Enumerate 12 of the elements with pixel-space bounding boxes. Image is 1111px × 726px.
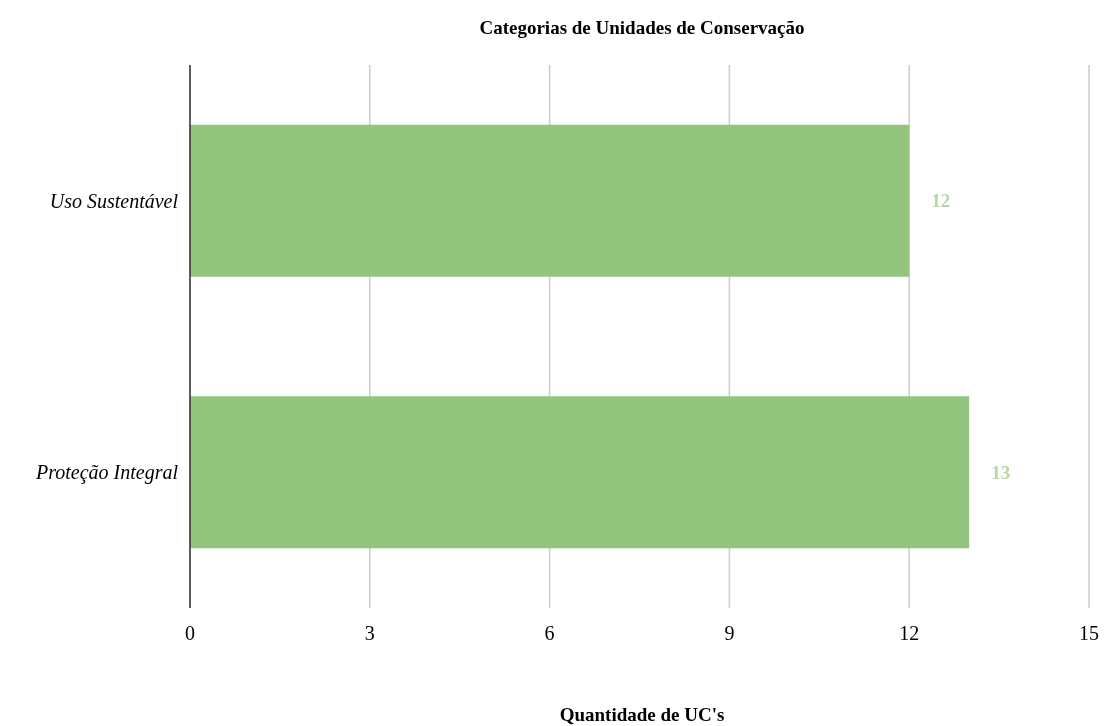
x-tick-label: 0 <box>185 622 195 645</box>
data-label: 13 <box>991 461 1011 483</box>
x-tick-label: 3 <box>364 622 375 645</box>
y-tick-label: Uso Sustentável <box>49 189 179 212</box>
x-axis-title: Quantidade de UC's <box>558 704 726 726</box>
data-label: 12 <box>931 190 951 212</box>
y-tick-label: Proteção Integral <box>34 461 179 485</box>
chart-title: Categorias de Unidades de Conservação <box>478 16 806 40</box>
x-tick-label: 6 <box>544 622 555 645</box>
x-tick-label: 12 <box>899 622 920 645</box>
x-tick-label: 15 <box>1079 622 1099 645</box>
x-tick-label: 9 <box>724 622 735 645</box>
